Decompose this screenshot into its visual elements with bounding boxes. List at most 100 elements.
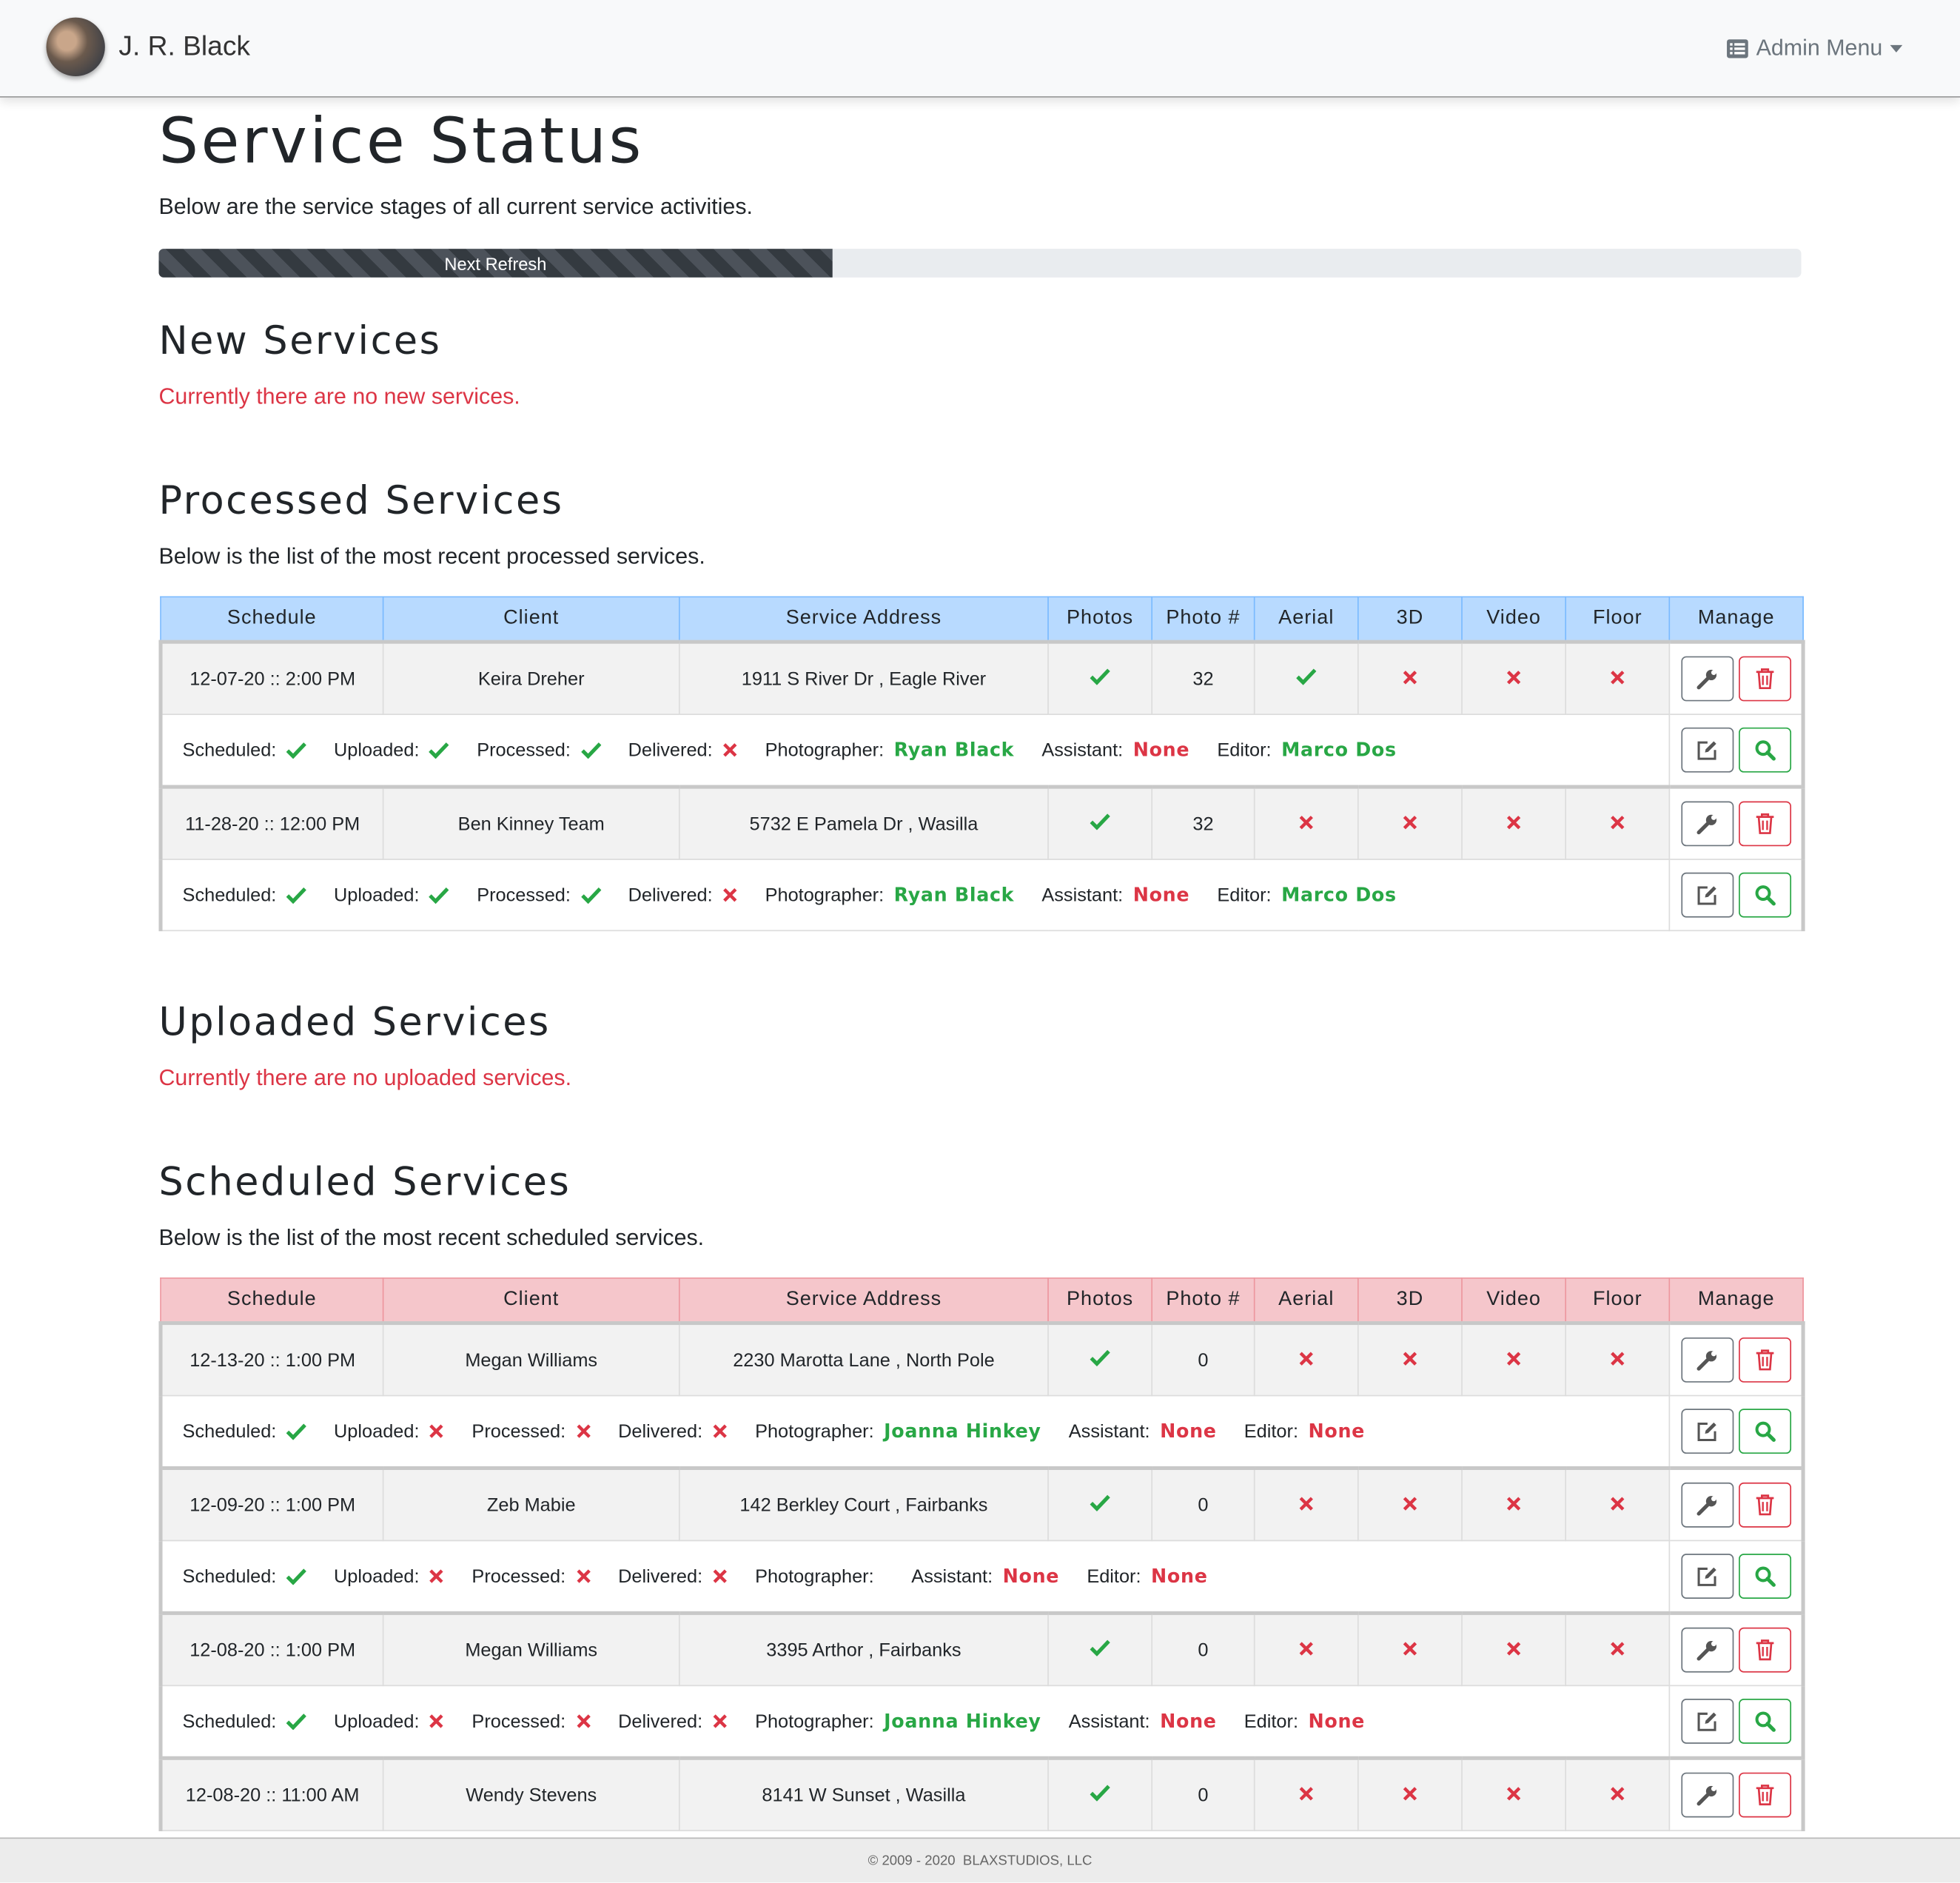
- trash-button[interactable]: [1738, 1482, 1791, 1528]
- wrench-button[interactable]: [1680, 656, 1734, 702]
- status-icon: [1090, 1349, 1110, 1366]
- detail-label: Editor:: [1217, 884, 1272, 906]
- detail-item: Delivered:: [628, 885, 738, 906]
- cross-icon: [1611, 815, 1625, 829]
- column-header: Video: [1461, 596, 1567, 643]
- trash-button[interactable]: [1738, 1337, 1791, 1383]
- detail-item: Scheduled:: [183, 885, 306, 906]
- detail-label: Processed:: [477, 884, 571, 906]
- status-icon: [286, 1423, 306, 1440]
- services-table: Schedule Client Service Address Photos Photo…: [158, 596, 1805, 932]
- search-button[interactable]: [1738, 727, 1791, 773]
- status-cell: [1357, 1611, 1463, 1687]
- detail-label: Scheduled:: [182, 739, 277, 761]
- edit-button[interactable]: [1680, 1409, 1734, 1454]
- status-icon: [1299, 1785, 1314, 1800]
- address-cell: 142 Berkley Court , Fairbanks: [679, 1466, 1049, 1542]
- trash-button[interactable]: [1738, 656, 1791, 702]
- detail-item: Delivered:: [618, 1420, 728, 1442]
- status-icon: [429, 1424, 444, 1439]
- section-description: Below is the list of the most recent sch…: [158, 1225, 705, 1250]
- column-header: Photo #: [1151, 596, 1255, 643]
- detail-label: Scheduled:: [182, 1565, 277, 1587]
- wrench-button[interactable]: [1680, 1482, 1734, 1528]
- column-header: Photos: [1047, 1277, 1153, 1324]
- detail-label: Photographer:: [755, 1420, 874, 1443]
- check-icon: [286, 1423, 306, 1440]
- status-cell: [1253, 1321, 1359, 1397]
- trash-button[interactable]: [1738, 801, 1791, 847]
- search-button[interactable]: [1738, 1409, 1791, 1454]
- status-icon: [1090, 813, 1110, 830]
- check-icon: [286, 742, 306, 759]
- section: New Services Currently there are no new s…: [158, 319, 1801, 410]
- status-icon: [1506, 1351, 1521, 1366]
- assistant-name: None: [1160, 1710, 1217, 1733]
- trash-button[interactable]: [1738, 1772, 1791, 1818]
- column-header: Aerial: [1253, 596, 1359, 643]
- edit-button[interactable]: [1680, 727, 1734, 773]
- navbar: J. R. Black Admin Menu: [0, 0, 1960, 98]
- user-name[interactable]: J. R. Black: [118, 30, 250, 61]
- services-table: Schedule Client Service Address Photos Photo…: [158, 1277, 1805, 1832]
- address-cell: 8141 W Sunset , Wasilla: [679, 1756, 1049, 1832]
- search-icon: [1754, 1711, 1776, 1732]
- status-cell: [1565, 1611, 1671, 1687]
- wrench-button[interactable]: [1680, 801, 1734, 847]
- avatar[interactable]: [46, 17, 105, 77]
- status-cell: [1565, 1466, 1671, 1542]
- status-icon: [1299, 1351, 1314, 1366]
- address-cell: 3395 Arthor , Fairbanks: [679, 1611, 1049, 1687]
- status-cell: [1047, 1321, 1153, 1397]
- status-icon: [1403, 1641, 1417, 1656]
- caret: [1890, 44, 1903, 53]
- photo-count-cell: 32: [1151, 785, 1255, 860]
- detail-label: Photographer:: [765, 739, 885, 761]
- trash-button[interactable]: [1738, 1627, 1791, 1673]
- section-description: Below is the list of the most recent pro…: [158, 543, 705, 569]
- wrench-button[interactable]: [1680, 1772, 1734, 1818]
- photographer-name: Joanna Hinkey: [884, 1420, 1041, 1443]
- edit-button[interactable]: [1680, 872, 1734, 918]
- status-icon: [286, 1713, 306, 1731]
- status-icon: [722, 887, 737, 902]
- details: Scheduled: Uploaded: Processed: Delivered: P…: [163, 1710, 1669, 1732]
- service-row: 12-08-20 :: 1:00 PM Megan Williams 3395 Ar…: [158, 1611, 1805, 1687]
- search-button[interactable]: [1738, 1554, 1791, 1599]
- wrench-button[interactable]: [1680, 1627, 1734, 1673]
- status-icon: [1506, 669, 1521, 684]
- search-icon: [1754, 740, 1776, 761]
- admin-menu[interactable]: Admin Menu: [1726, 35, 1903, 61]
- cross-icon: [1403, 670, 1417, 684]
- detail-item: Editor: None: [1244, 1420, 1365, 1442]
- table-body: 12-07-20 :: 2:00 PM Keira Dreher 1911 S Ri…: [158, 640, 1805, 932]
- cross-icon: [1299, 1641, 1313, 1655]
- cross-icon: [713, 1424, 727, 1438]
- menu-icon: [1726, 38, 1748, 58]
- section-title: Uploaded Services: [158, 1000, 551, 1045]
- detail-item: Uploaded:: [334, 885, 450, 906]
- detail-label: Assistant:: [911, 1565, 993, 1587]
- status-icon: [1299, 814, 1314, 829]
- detail-item: Photographer: Ryan Black: [765, 884, 1015, 906]
- status-icon: [429, 886, 450, 904]
- service-row: 11-28-20 :: 12:00 PM Ben Kinney Team 5732 …: [158, 785, 1805, 860]
- cross-icon: [1506, 1786, 1521, 1800]
- service-row: 12-07-20 :: 2:00 PM Keira Dreher 1911 S Ri…: [158, 640, 1805, 715]
- cross-icon: [1403, 1786, 1417, 1800]
- manage-cell: [1668, 1540, 1805, 1614]
- status-cell: [1461, 1466, 1567, 1542]
- column-header: Video: [1461, 1277, 1567, 1324]
- status-icon: [576, 1424, 591, 1439]
- table-body: 12-13-20 :: 1:00 PM Megan Williams 2230 Ma…: [158, 1321, 1805, 1832]
- search-button[interactable]: [1738, 1699, 1791, 1744]
- edit-button[interactable]: [1680, 1554, 1734, 1599]
- wrench-button[interactable]: [1680, 1337, 1734, 1383]
- manage-cell: [1668, 1611, 1805, 1687]
- schedule-cell: 12-09-20 :: 1:00 PM: [158, 1466, 384, 1542]
- detail-label: Processed:: [471, 1711, 566, 1732]
- trash-icon: [1755, 1494, 1773, 1516]
- service-row: 12-09-20 :: 1:00 PM Zeb Mabie 142 Berkley …: [158, 1466, 1805, 1542]
- search-button[interactable]: [1738, 872, 1791, 918]
- edit-button[interactable]: [1680, 1699, 1734, 1744]
